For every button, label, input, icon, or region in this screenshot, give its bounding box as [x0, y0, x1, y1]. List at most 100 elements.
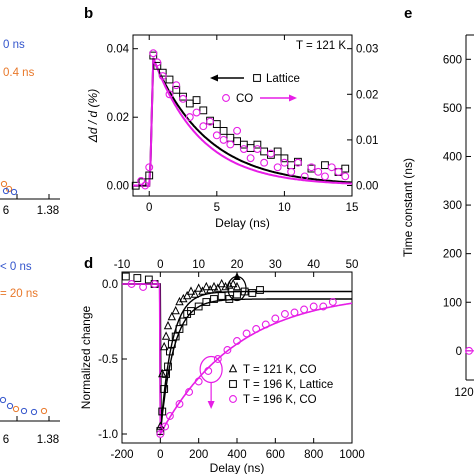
panel-d-x-tick-label: 600 — [266, 449, 285, 461]
panel-b-legend-label-lattice: Lattice — [266, 73, 300, 85]
panel-b-co-point — [233, 126, 242, 135]
panel-b-x-tick-label: 10 — [278, 202, 291, 214]
panel-b-co-point — [307, 163, 316, 172]
panel-b-lattice-point — [185, 99, 194, 108]
panel-b-co-point — [260, 158, 269, 167]
panel-b-x-tick-label: 15 — [346, 202, 359, 214]
panel-d-point-circle — [194, 377, 203, 386]
panel-d-point-circle — [156, 430, 165, 438]
panel-d-x2-tick-label: 0 — [157, 259, 163, 271]
panel-c-legend-2: = 20 ns — [0, 288, 38, 300]
panel-b-lattice-arrow-head — [210, 74, 218, 82]
panel-d-x-tick-label: 200 — [189, 449, 208, 461]
panel-b-lattice-point — [260, 147, 269, 156]
panel-b-lattice-point — [253, 140, 262, 149]
panel-d-x-tick-label: 400 — [227, 449, 246, 461]
panel-c-tick-label: 1.38 — [37, 434, 59, 446]
panel-b-y-tick-label: 0.02 — [107, 112, 129, 124]
panel-b-temperature-annotation: T = 121 K — [296, 40, 346, 52]
panel-b-lattice-point — [153, 61, 162, 70]
panel-d-point-square — [256, 286, 264, 294]
panel-b-y-tick-label: 0.00 — [107, 181, 129, 193]
panel-b-co-point — [149, 49, 158, 58]
panel-a-legend-2: 0.4 ns — [3, 67, 35, 79]
panel-b-co-point — [293, 158, 302, 167]
panel-a-marker — [10, 188, 18, 196]
panel-b-co-point — [141, 181, 150, 190]
panel-b-co-point — [341, 172, 350, 181]
panel-b-x-axis-label: Delay (ns) — [215, 216, 270, 230]
panel-d-point-square — [202, 298, 211, 306]
panel-b-co-point — [165, 90, 174, 99]
panel-c-marker — [0, 396, 7, 404]
panel-a-tick-label: 1.38 — [37, 205, 59, 217]
panel-a-markers — [0, 180, 18, 196]
panel-c: < 0 ns = 20 ns 6 1.38 — [0, 261, 60, 446]
panel-d-point-circle — [127, 280, 136, 288]
panel-d-y-tick-label: -0.5 — [98, 354, 118, 366]
panel-d-point-square — [171, 332, 180, 341]
panel-b-legend-marker-lattice — [253, 74, 261, 82]
panel-d-fit-line-0 — [122, 283, 352, 425]
panel-b-co-point — [226, 140, 235, 149]
panel-d-y-axis-label: Normalized change — [79, 305, 93, 409]
panel-d-point-triangle — [209, 281, 219, 291]
panel-c-marker — [6, 402, 14, 410]
panel-a-marker — [0, 180, 8, 188]
panel-d-point-circle — [300, 305, 309, 314]
panel-b-co-point — [253, 145, 262, 153]
panel-b-co-point — [192, 108, 201, 117]
panel-d-arrow-head-121k — [233, 272, 241, 280]
panel-b-co-point — [206, 117, 215, 126]
panel-b-lattice-point — [165, 75, 174, 84]
panel-e-x-tick-label: 120 — [454, 387, 473, 399]
panel-b-co-point — [179, 94, 187, 103]
panel-b-co-point — [137, 176, 146, 185]
panel-b-legend-label-co: CO — [236, 93, 253, 105]
panel-e-y-tick-label: 100 — [443, 297, 462, 309]
panel-d-point-circle — [233, 337, 241, 345]
panel-d-x-tick-label: 0 — [157, 449, 163, 461]
panel-d-legend-marker — [229, 380, 237, 388]
panel-b-lattice-point — [145, 171, 154, 180]
panel-b-co-point — [239, 145, 248, 153]
panel-d-point-triangle — [213, 283, 223, 292]
panel-b-co-point — [327, 163, 336, 172]
panel-b-lattice-point — [149, 51, 158, 60]
panel-c-marker — [20, 407, 28, 415]
panel-b-lattice-point — [158, 68, 167, 77]
panel-d-point-triangle — [186, 286, 196, 295]
panel-b-lattice-point — [273, 147, 282, 156]
panel-d-point-circle — [175, 400, 184, 408]
panel-b-y2-tick-label: 0.01 — [356, 135, 378, 147]
panel-b-x-tick-label: 5 — [214, 202, 220, 214]
panel-d-x2-tick-label: 30 — [269, 259, 282, 271]
panel-d-x2-tick-label: 50 — [346, 259, 359, 271]
panel-d-point-square — [133, 274, 142, 282]
panel-d-point-triangle — [228, 278, 238, 288]
panel-d-point-square — [175, 325, 184, 333]
panel-d-point-circle — [165, 412, 174, 420]
panel-d-point-triangle — [198, 286, 207, 295]
panel-b-lattice-point — [172, 85, 181, 94]
panel-d-point-circle — [139, 283, 148, 291]
panel-d-legend-marker — [229, 395, 237, 403]
panel-d-point-circle — [271, 314, 280, 323]
panel-b-lattice-point — [341, 164, 350, 173]
panel-e-y-tick-label: 200 — [443, 249, 462, 261]
panel-b-lattice-point — [192, 96, 201, 104]
panel-d-y-tick-label: -1.0 — [98, 429, 118, 441]
panel-c-marker — [30, 408, 38, 416]
panel-d-point-square — [194, 302, 203, 311]
panel-b-co-point — [314, 167, 323, 176]
panel-d-point-square — [233, 290, 241, 299]
panel-e: 0 100 200 300 400 500 600 Time constant (ns) 120 — [401, 34, 474, 399]
panel-d-x-tick-label: 1000 — [339, 449, 365, 461]
panel-e-y-tick-label: 300 — [443, 200, 462, 212]
panel-b-plot-frame — [132, 34, 353, 197]
panel-b-y2-tick-label: 0.03 — [356, 44, 378, 56]
panel-d-x-tick-label: 800 — [304, 449, 323, 461]
panel-d-point-square — [160, 385, 169, 393]
panel-b-lattice-point — [219, 127, 228, 135]
panel-b-label: b — [84, 5, 93, 22]
